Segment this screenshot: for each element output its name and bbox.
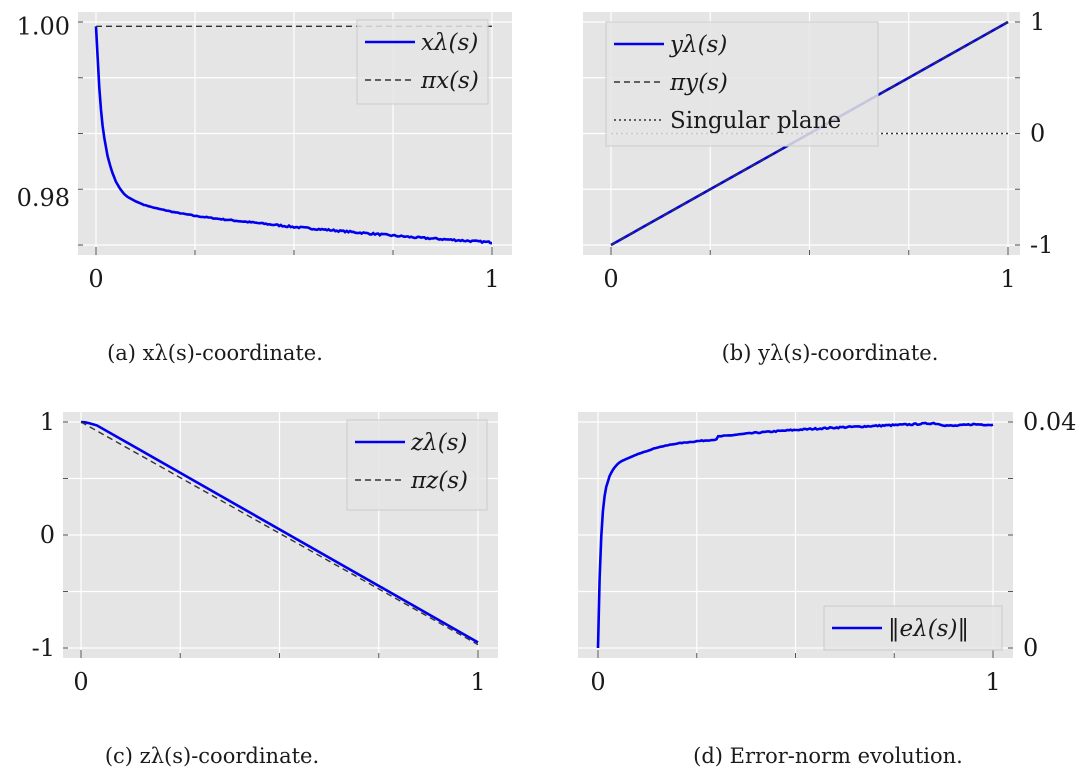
series-line-c-1	[80, 421, 479, 646]
legend-label: xλ(s)	[421, 30, 478, 56]
panel-c: 0 1 -1 0 1 zλ(s) πz(s) (c) zλ(s)-coordinate.	[32, 408, 498, 768]
legend-label: yλ(s)	[669, 32, 727, 58]
y-tick-label: 0	[1030, 120, 1045, 148]
legend-box	[356, 19, 489, 105]
panel-caption: (b) yλ(s)-coordinate.	[722, 341, 939, 365]
series-line-c-0	[80, 420, 479, 644]
panel-a: 0 1 0.98 1.00 xλ(s) πx(s) (a) xλ(s)-coordinate…	[17, 12, 512, 365]
legend-box	[605, 21, 879, 147]
y-tick-label: -1	[1030, 231, 1053, 259]
x-tick-label: 0	[73, 668, 88, 696]
panel-b: 0 1 -1 0 1 yλ(s) πy(s) Singular plane (b) yλ(s)-…	[583, 8, 1053, 365]
x-tick-label: 1	[985, 668, 1000, 696]
x-tick-label: 0	[88, 265, 103, 293]
y-tick-label: 0	[40, 521, 55, 549]
series-line-a-0	[94, 26, 492, 245]
series-line-b-1	[610, 21, 1009, 246]
legend-label: zλ(s)	[410, 430, 467, 456]
legend-label: πy(s)	[669, 70, 728, 96]
legend-label: Singular plane	[670, 108, 841, 134]
panel-caption: (c) zλ(s)-coordinate.	[105, 744, 319, 768]
x-tick-label: 1	[470, 668, 485, 696]
y-tick-label: 1.00	[17, 12, 70, 40]
y-tick-label: 0.98	[17, 184, 70, 212]
y-tick-label: 1	[40, 408, 55, 436]
panel-caption: (d) Error-norm evolution.	[693, 744, 963, 768]
legend-label: ‖eλ(s)‖	[888, 616, 969, 642]
legend-label: πx(s)	[420, 68, 479, 94]
legend-box	[346, 419, 488, 511]
y-tick-label: 0.04	[1023, 408, 1076, 436]
legend-label: πz(s)	[410, 468, 468, 494]
x-tick-label: 0	[590, 668, 605, 696]
series-line-d-0	[596, 421, 994, 649]
x-tick-label: 1	[484, 265, 499, 293]
y-tick-label: 1	[1030, 8, 1045, 36]
panel-caption: (a) xλ(s)-coordinate.	[107, 341, 323, 365]
x-tick-label: 0	[603, 265, 618, 293]
y-tick-label: -1	[32, 634, 55, 662]
panel-d: 0 100.04‖eλ(s)‖(d) Error-norm evolution.	[578, 408, 1076, 768]
x-tick-label: 1	[1000, 265, 1015, 293]
y-tick-label: 0	[1023, 634, 1038, 662]
